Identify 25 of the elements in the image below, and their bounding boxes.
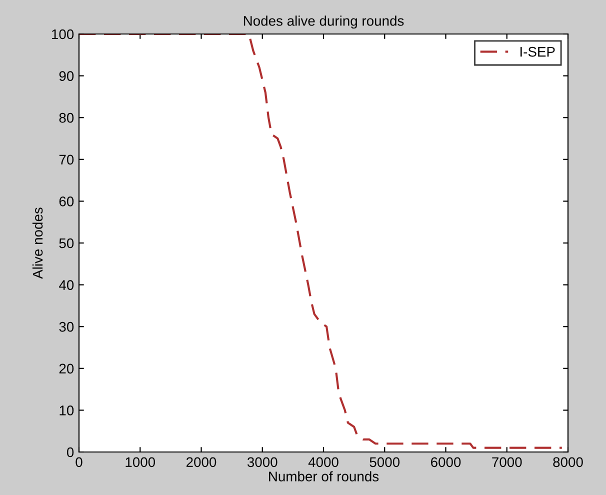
y-tick-label: 40 [59,280,74,290]
x-tick-label: 2000 [186,457,216,468]
x-tick-label: 1000 [126,457,156,468]
y-tick-label: 100 [52,29,74,40]
y-tick-label: 0 [66,447,74,458]
x-axis-title: Number of rounds [269,471,379,482]
y-tick-label: 30 [59,322,74,332]
y-tick-label: 50 [59,238,74,248]
line-series [79,34,563,449]
x-tick-label: 7000 [492,457,522,468]
x-tick-label: 0 [76,457,82,468]
legend-label: I-SEP [520,46,555,57]
x-tick-label: 8000 [553,457,583,468]
y-tick-label: 20 [59,364,74,374]
y-tick-label: 60 [59,196,74,206]
y-tick-label: 70 [59,154,74,165]
y-tick-label: 80 [59,112,74,123]
y-tick-label: 10 [60,406,74,416]
x-tick-label: 6000 [431,457,461,468]
x-tick-label: 4000 [308,457,338,468]
chart-title: Nodes alive during rounds [244,16,404,29]
y-axis-title: Alive nodes [32,208,43,279]
x-tick-label: 5000 [370,457,400,468]
y-tick-label: 90 [59,71,74,81]
x-tick-label: 3000 [247,457,278,468]
